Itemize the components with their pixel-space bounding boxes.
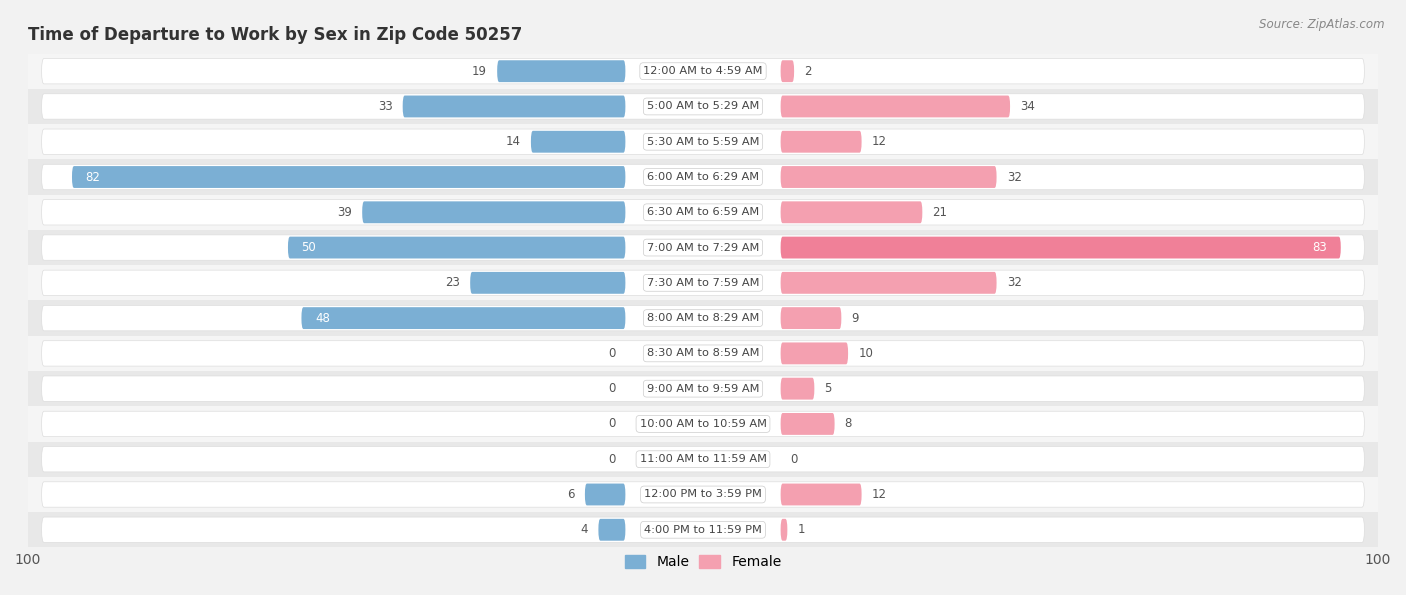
Text: 50: 50 [301,241,316,254]
Text: 82: 82 [86,171,100,183]
FancyBboxPatch shape [28,124,1378,159]
FancyBboxPatch shape [780,307,841,329]
Text: 83: 83 [1313,241,1327,254]
FancyBboxPatch shape [42,129,1364,155]
FancyBboxPatch shape [301,307,626,329]
Text: 1: 1 [797,523,806,536]
Text: 7:30 AM to 7:59 AM: 7:30 AM to 7:59 AM [647,278,759,288]
Text: 6: 6 [567,488,575,501]
Text: 2: 2 [804,65,811,78]
FancyBboxPatch shape [585,484,626,505]
Text: 10: 10 [858,347,873,360]
FancyBboxPatch shape [42,58,1364,84]
Text: 0: 0 [607,347,616,360]
FancyBboxPatch shape [42,517,1364,543]
Text: 6:30 AM to 6:59 AM: 6:30 AM to 6:59 AM [647,207,759,217]
Text: 48: 48 [315,312,330,325]
FancyBboxPatch shape [780,166,997,188]
FancyBboxPatch shape [28,441,1378,477]
FancyBboxPatch shape [42,199,1364,225]
Text: 14: 14 [506,135,520,148]
FancyBboxPatch shape [42,305,1364,331]
FancyBboxPatch shape [42,482,1364,507]
FancyBboxPatch shape [28,371,1378,406]
FancyBboxPatch shape [42,411,1364,437]
FancyBboxPatch shape [531,131,626,153]
Text: 12: 12 [872,488,887,501]
FancyBboxPatch shape [28,512,1378,547]
Text: 23: 23 [446,276,460,289]
Text: 4:00 PM to 11:59 PM: 4:00 PM to 11:59 PM [644,525,762,535]
FancyBboxPatch shape [28,54,1378,89]
FancyBboxPatch shape [28,159,1378,195]
FancyBboxPatch shape [42,94,1364,119]
Text: 0: 0 [607,453,616,466]
FancyBboxPatch shape [780,413,835,435]
Text: 21: 21 [932,206,948,219]
Text: 32: 32 [1007,171,1022,183]
Text: 39: 39 [337,206,352,219]
Text: 0: 0 [607,418,616,430]
FancyBboxPatch shape [402,96,626,117]
FancyBboxPatch shape [780,378,814,400]
FancyBboxPatch shape [28,300,1378,336]
Text: 10:00 AM to 10:59 AM: 10:00 AM to 10:59 AM [640,419,766,429]
Text: 8: 8 [845,418,852,430]
FancyBboxPatch shape [780,343,848,364]
Text: 0: 0 [607,382,616,395]
FancyBboxPatch shape [780,272,997,294]
Text: 19: 19 [472,65,486,78]
Text: 34: 34 [1021,100,1035,113]
Text: 6:00 AM to 6:29 AM: 6:00 AM to 6:29 AM [647,172,759,182]
Text: 12:00 AM to 4:59 AM: 12:00 AM to 4:59 AM [644,66,762,76]
Text: Source: ZipAtlas.com: Source: ZipAtlas.com [1260,18,1385,31]
FancyBboxPatch shape [28,195,1378,230]
Text: 7:00 AM to 7:29 AM: 7:00 AM to 7:29 AM [647,243,759,252]
Text: 5:00 AM to 5:29 AM: 5:00 AM to 5:29 AM [647,102,759,111]
FancyBboxPatch shape [28,477,1378,512]
FancyBboxPatch shape [42,164,1364,190]
Legend: Male, Female: Male, Female [619,550,787,575]
FancyBboxPatch shape [28,265,1378,300]
FancyBboxPatch shape [288,237,626,258]
FancyBboxPatch shape [42,376,1364,402]
FancyBboxPatch shape [780,201,922,223]
FancyBboxPatch shape [72,166,626,188]
FancyBboxPatch shape [42,446,1364,472]
Text: 33: 33 [378,100,392,113]
Text: 9:00 AM to 9:59 AM: 9:00 AM to 9:59 AM [647,384,759,394]
FancyBboxPatch shape [42,235,1364,260]
FancyBboxPatch shape [363,201,626,223]
Text: 8:00 AM to 8:29 AM: 8:00 AM to 8:29 AM [647,313,759,323]
FancyBboxPatch shape [498,60,626,82]
FancyBboxPatch shape [780,60,794,82]
FancyBboxPatch shape [780,484,862,505]
Text: 12:00 PM to 3:59 PM: 12:00 PM to 3:59 PM [644,490,762,499]
Text: 5: 5 [824,382,832,395]
FancyBboxPatch shape [28,230,1378,265]
FancyBboxPatch shape [780,131,862,153]
FancyBboxPatch shape [780,519,787,541]
Text: 0: 0 [790,453,799,466]
Text: 32: 32 [1007,276,1022,289]
Text: Time of Departure to Work by Sex in Zip Code 50257: Time of Departure to Work by Sex in Zip … [28,26,523,43]
Text: 9: 9 [852,312,859,325]
Text: 5:30 AM to 5:59 AM: 5:30 AM to 5:59 AM [647,137,759,147]
FancyBboxPatch shape [42,341,1364,366]
Text: 4: 4 [581,523,588,536]
FancyBboxPatch shape [28,406,1378,441]
Text: 8:30 AM to 8:59 AM: 8:30 AM to 8:59 AM [647,349,759,358]
Text: 11:00 AM to 11:59 AM: 11:00 AM to 11:59 AM [640,454,766,464]
FancyBboxPatch shape [599,519,626,541]
FancyBboxPatch shape [780,237,1341,258]
FancyBboxPatch shape [780,96,1010,117]
FancyBboxPatch shape [28,336,1378,371]
FancyBboxPatch shape [42,270,1364,296]
FancyBboxPatch shape [28,89,1378,124]
FancyBboxPatch shape [470,272,626,294]
Text: 12: 12 [872,135,887,148]
